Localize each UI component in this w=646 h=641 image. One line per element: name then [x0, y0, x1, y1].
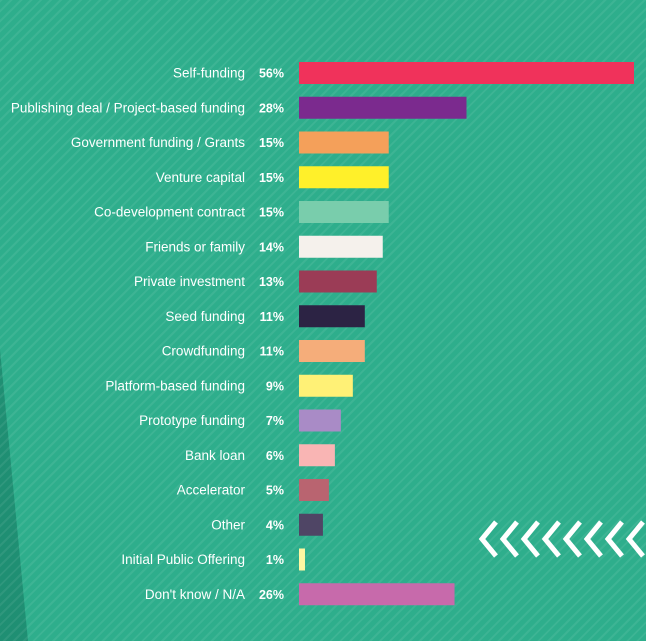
category-label: Initial Public Offering: [121, 552, 245, 567]
bar: [299, 374, 353, 397]
category-label: Publishing deal / Project-based funding: [11, 100, 245, 115]
bar: [299, 270, 377, 293]
value-label: 15%: [259, 171, 284, 185]
chevron-left-icon: [541, 520, 561, 558]
category-label: Friends or family: [145, 239, 245, 254]
chevron-left-icon: [499, 520, 519, 558]
category-label: Don't know / N/A: [145, 587, 245, 602]
bar: [299, 166, 389, 189]
category-label: Self-funding: [173, 66, 245, 81]
category-label: Platform-based funding: [105, 378, 245, 393]
bar: [299, 513, 323, 536]
chevrons-decoration: [478, 520, 645, 558]
category-label: Other: [211, 517, 245, 532]
value-label: 15%: [259, 136, 284, 150]
value-label: 11%: [260, 345, 284, 359]
category-label: Co-development contract: [94, 205, 245, 220]
category-label: Bank loan: [185, 448, 245, 463]
value-label: 28%: [259, 101, 284, 115]
value-label: 5%: [266, 484, 284, 498]
chevron-left-icon: [478, 520, 498, 558]
bar: [299, 479, 329, 501]
value-label: 15%: [259, 206, 284, 220]
category-label: Private investment: [134, 274, 245, 289]
bar: [299, 340, 365, 362]
bar: [299, 583, 455, 606]
category-label: Accelerator: [177, 483, 246, 498]
value-label: 1%: [266, 553, 284, 567]
value-label: 26%: [259, 588, 284, 602]
bar: [299, 409, 341, 432]
value-label: 6%: [266, 449, 284, 463]
category-label: Prototype funding: [139, 413, 245, 428]
chevron-left-icon: [625, 520, 645, 558]
value-label: 4%: [266, 518, 284, 532]
chevron-left-icon-group: [478, 520, 645, 558]
category-label: Seed funding: [165, 309, 245, 324]
value-label: 13%: [259, 275, 284, 289]
bar: [299, 201, 389, 223]
value-label: 14%: [259, 240, 284, 254]
chevron-left-icon: [562, 520, 582, 558]
category-label: Government funding / Grants: [71, 135, 245, 150]
bars-group: Self-funding 56% Publishing deal / Project…: [11, 62, 634, 606]
value-label: 7%: [266, 414, 284, 428]
bar: [299, 131, 389, 154]
category-label: Crowdfunding: [162, 344, 245, 359]
value-label: 11%: [260, 310, 284, 324]
bar: [299, 548, 305, 571]
bar: [299, 96, 467, 119]
chevron-left-icon: [604, 520, 624, 558]
bar: [299, 305, 365, 328]
bar: [299, 62, 634, 84]
bar: [299, 444, 335, 467]
value-label: 56%: [259, 67, 284, 81]
value-label: 9%: [266, 379, 284, 393]
bar: [299, 235, 383, 258]
chevron-left-icon: [520, 520, 540, 558]
chevron-left-icon: [583, 520, 603, 558]
category-label: Venture capital: [156, 170, 245, 185]
